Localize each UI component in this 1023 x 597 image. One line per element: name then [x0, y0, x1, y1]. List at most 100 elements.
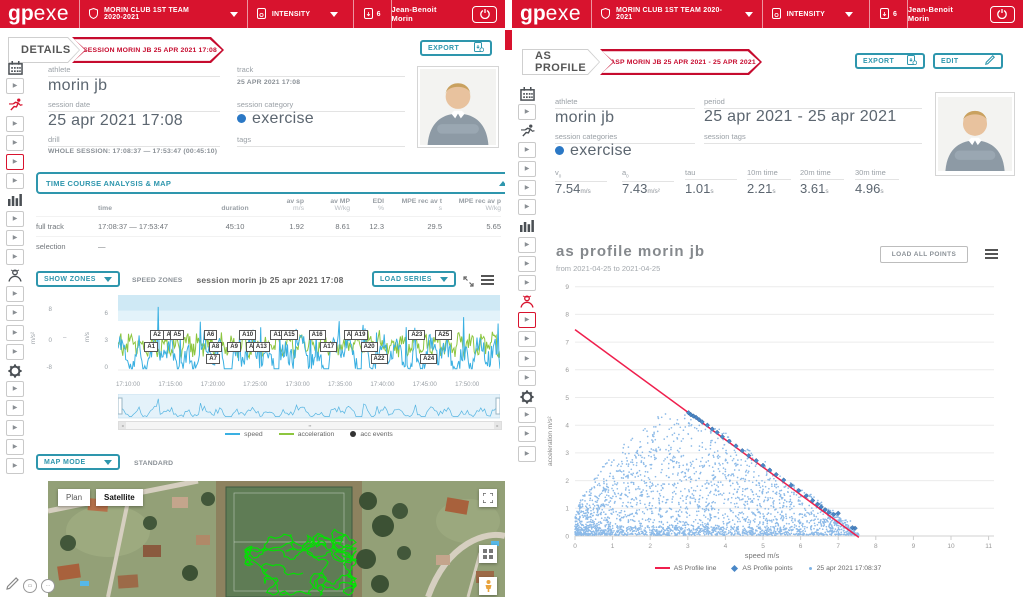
- notifications-badge[interactable]: 6: [870, 0, 908, 28]
- user-name[interactable]: Jean-Benoit Morin: [391, 5, 437, 23]
- table-row[interactable]: full track 17:08:37 — 17:53:47 45:10 1.92 8.…: [36, 216, 501, 236]
- map-pegman-button[interactable]: [479, 577, 497, 595]
- sidebar-item-play[interactable]: ▶: [6, 115, 24, 132]
- sidebar-item-play[interactable]: ▶: [518, 236, 536, 253]
- power-button[interactable]: [472, 5, 497, 23]
- acc-event-label[interactable]: A24: [420, 354, 438, 364]
- sidebar-item-play[interactable]: ▶: [518, 407, 536, 424]
- acc-event-label[interactable]: A7: [206, 354, 220, 364]
- map-tiles-button[interactable]: [479, 545, 497, 563]
- sidebar-item-play[interactable]: ▶: [518, 255, 536, 272]
- sidebar-item-play[interactable]: ▶: [518, 199, 536, 216]
- breadcrumb[interactable]: ASP MORIN JB 25 APR 2021 - 25 APR 2021: [600, 49, 762, 75]
- show-zones-dropdown[interactable]: SHOW ZONES: [36, 271, 120, 287]
- sidebar-item-play[interactable]: ▶: [6, 381, 24, 398]
- legend-acceleration[interactable]: acceleration: [278, 431, 334, 438]
- sidebar-item-play[interactable]: ▶: [6, 400, 24, 417]
- intensity-selector[interactable]: INTENSITY: [248, 0, 354, 28]
- acc-event-label[interactable]: A6: [203, 330, 218, 340]
- sidebar-item-calendar[interactable]: [6, 60, 24, 75]
- sidebar-item-play[interactable]: ▶: [518, 274, 536, 291]
- sidebar-item-play[interactable]: ▶: [6, 153, 24, 170]
- legend-as-profile-points[interactable]: AS Profile points: [731, 564, 793, 572]
- legend-speed[interactable]: speed: [225, 431, 263, 438]
- map-plan-button[interactable]: Plan: [58, 489, 91, 506]
- acc-event-label[interactable]: A9: [227, 342, 241, 352]
- sidebar-item-play[interactable]: ▶: [6, 457, 24, 474]
- sidebar-item-play[interactable]: ▶: [6, 134, 24, 151]
- sidebar-item-coach[interactable]: [518, 294, 536, 309]
- pencil-icon[interactable]: [6, 577, 19, 595]
- chart-scrollbar[interactable]: ◂ ▪▪ ▸: [118, 421, 502, 430]
- user-name[interactable]: Jean-Benoit Morin: [907, 5, 954, 23]
- sidebar-item-play[interactable]: ▶: [6, 248, 24, 265]
- sidebar-item-play[interactable]: ▶: [518, 350, 536, 367]
- sidebar-item-play[interactable]: ▶: [6, 438, 24, 455]
- sidebar-item-play[interactable]: ▶: [518, 445, 536, 462]
- acc-event-label[interactable]: A25: [435, 330, 453, 340]
- acc-event-label[interactable]: A23: [408, 330, 426, 340]
- intensity-selector[interactable]: INTENSITY: [763, 0, 870, 28]
- edit-button[interactable]: EDIT: [933, 53, 1003, 69]
- team-selector[interactable]: MORIN CLUB 1ST TEAM 2020-2021: [591, 0, 763, 28]
- legend-as-profile-line[interactable]: AS Profile line: [654, 565, 716, 572]
- map-satellite-button[interactable]: Satellite: [96, 489, 143, 506]
- time-course-panel-header[interactable]: TIME COURSE ANALYSIS & MAP: [36, 172, 505, 194]
- sidebar-item-play[interactable]: ▶: [6, 286, 24, 303]
- sidebar-item-play[interactable]: ▶: [6, 210, 24, 227]
- sidebar-item-play[interactable]: ▶: [518, 369, 536, 386]
- notifications-badge[interactable]: 6: [354, 0, 392, 28]
- sidebar-item-play[interactable]: ▶: [518, 160, 536, 177]
- team-selector[interactable]: MORIN CLUB 1ST TEAM 2020-2021: [79, 0, 248, 28]
- as-profile-chart[interactable]: 0 1 2 3 4 5 6 7 8 9 0 1 2 3 4 5 6 7 8 9 10 11 acceleration m/s…: [542, 276, 1014, 556]
- power-button[interactable]: [989, 5, 1015, 23]
- shape-tool-icon[interactable]: ▭: [23, 579, 37, 593]
- chart-navigator[interactable]: [118, 394, 500, 420]
- sidebar-item-play[interactable]: ▶: [518, 312, 536, 329]
- sidebar-item-play[interactable]: ▶: [518, 331, 536, 348]
- acc-event-label[interactable]: A10: [239, 330, 257, 340]
- acc-event-label[interactable]: A8: [208, 342, 223, 352]
- sidebar-item-play[interactable]: ▶: [6, 305, 24, 322]
- acc-event-label[interactable]: A2: [150, 330, 164, 340]
- acc-event-label[interactable]: A15: [280, 330, 298, 340]
- acc-event-label[interactable]: A19: [351, 330, 369, 340]
- acc-event-label[interactable]: A22: [370, 354, 388, 364]
- load-series-dropdown[interactable]: LOAD SERIES: [372, 271, 456, 287]
- breadcrumb[interactable]: SESSION MORIN JB 25 APR 2021 17:08: [72, 37, 224, 63]
- sidebar-item-play[interactable]: ▶: [518, 104, 536, 121]
- acc-event-label[interactable]: A17: [320, 342, 338, 352]
- legend-acc-events[interactable]: acc events: [350, 431, 393, 438]
- sidebar-item-play[interactable]: ▶: [518, 141, 536, 158]
- sidebar-item-play[interactable]: ▶: [6, 78, 24, 95]
- more-tools-icon[interactable]: ⋯: [41, 579, 55, 593]
- expand-chart-icon[interactable]: [463, 274, 474, 292]
- sidebar-item-runner[interactable]: [6, 97, 24, 112]
- sidebar-item-play[interactable]: ▶: [6, 324, 24, 341]
- sidebar-item-play[interactable]: ▶: [518, 426, 536, 443]
- sidebar-item-calendar[interactable]: [518, 86, 536, 101]
- map-mode-dropdown[interactable]: MAP MODE: [36, 454, 120, 470]
- sidebar-item-play[interactable]: ▶: [6, 343, 24, 360]
- session-map[interactable]: Plan Satellite: [48, 481, 505, 597]
- sidebar-item-barchart[interactable]: [518, 218, 536, 233]
- sidebar-item-play[interactable]: ▶: [6, 419, 24, 436]
- sidebar-item-play[interactable]: ▶: [6, 229, 24, 246]
- chart-menu-icon[interactable]: [985, 249, 998, 259]
- sidebar-item-runner[interactable]: [518, 123, 536, 138]
- sidebar-item-gear[interactable]: [518, 389, 536, 404]
- sidebar-item-play[interactable]: ▶: [6, 173, 24, 190]
- load-all-points-button[interactable]: LOAD ALL POINTS: [880, 246, 968, 263]
- export-button[interactable]: EXPORT: [855, 53, 925, 69]
- sidebar-item-barchart[interactable]: [6, 192, 24, 207]
- sidebar-item-play[interactable]: ▶: [518, 179, 536, 196]
- acc-event-label[interactable]: A13: [252, 342, 270, 352]
- sidebar-item-coach[interactable]: [6, 268, 24, 283]
- map-fullscreen-button[interactable]: [479, 489, 497, 507]
- sidebar-item-gear[interactable]: [6, 363, 24, 378]
- legend-session-points[interactable]: 25 apr 2021 17:08:37: [808, 565, 881, 572]
- table-row[interactable]: selection —: [36, 236, 501, 256]
- chart-menu-icon[interactable]: [481, 275, 494, 285]
- acc-event-label[interactable]: A1: [144, 342, 159, 352]
- acc-event-label[interactable]: A20: [360, 342, 378, 352]
